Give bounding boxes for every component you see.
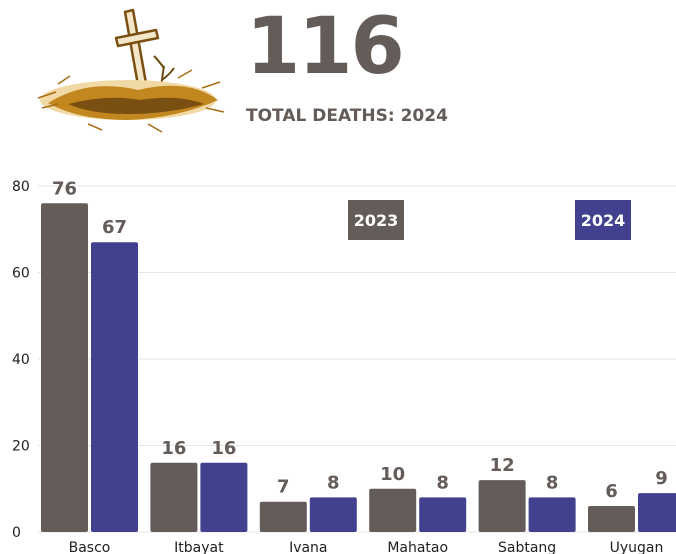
data-label: 12: [490, 455, 515, 476]
bar-2023-basco: [41, 203, 88, 533]
y-tick-label: 80: [12, 179, 30, 195]
bar-2023-itbayat: [150, 462, 198, 532]
bar-2023-ivana: [259, 501, 307, 532]
x-tick-label: Ivana: [289, 540, 327, 554]
total-deaths-number: 116: [246, 2, 405, 92]
total-deaths-label: TOTAL DEATHS: 2024: [246, 106, 448, 126]
bar-2024-basco: [91, 242, 138, 532]
data-label: 16: [161, 438, 186, 459]
data-label: 7: [277, 477, 290, 498]
legend-swatch-2024: [575, 200, 631, 240]
bar-2024-sabtang: [528, 497, 576, 532]
data-label: 76: [52, 178, 77, 199]
bar-2023-sabtang: [478, 480, 526, 532]
x-tick-label: Mahatao: [387, 540, 448, 554]
legend-swatch-2023: [348, 200, 404, 240]
y-tick-label: 40: [12, 352, 30, 368]
data-label: 16: [211, 438, 236, 459]
x-tick-label: Basco: [69, 540, 111, 554]
y-tick-label: 60: [12, 266, 30, 282]
deaths-bar-chart: 0 20 40 60 80 76 67 Basco 16 16 Itbayat 7 8 Ivana 10 8 M…: [12, 178, 676, 554]
data-label: 8: [436, 472, 449, 493]
data-label: 8: [327, 472, 340, 493]
data-label: 10: [380, 464, 405, 485]
data-label: 6: [605, 481, 618, 502]
bar-2024-itbayat: [200, 462, 248, 532]
y-tick-label: 20: [12, 439, 30, 455]
x-tick-label: Uyugan: [610, 540, 664, 554]
x-tick-label: Itbayat: [174, 540, 224, 554]
data-label: 8: [546, 472, 559, 493]
data-label: 9: [655, 468, 668, 489]
bar-2024-mahatao: [419, 497, 467, 532]
bar-2024-uyugan: [638, 493, 676, 532]
bar-2023-uyugan: [588, 506, 635, 532]
legend-label-2024: 2024: [581, 211, 626, 230]
data-label: 67: [102, 217, 127, 238]
header: 116 TOTAL DEATHS: 2024: [0, 0, 676, 150]
bar-2023-mahatao: [369, 488, 417, 532]
grave-cross-icon: [37, 8, 225, 133]
y-tick-label: 0: [12, 525, 21, 541]
legend-label-2023: 2023: [354, 211, 399, 230]
x-tick-label: Sabtang: [498, 540, 556, 554]
bar-2024-ivana: [309, 497, 357, 532]
